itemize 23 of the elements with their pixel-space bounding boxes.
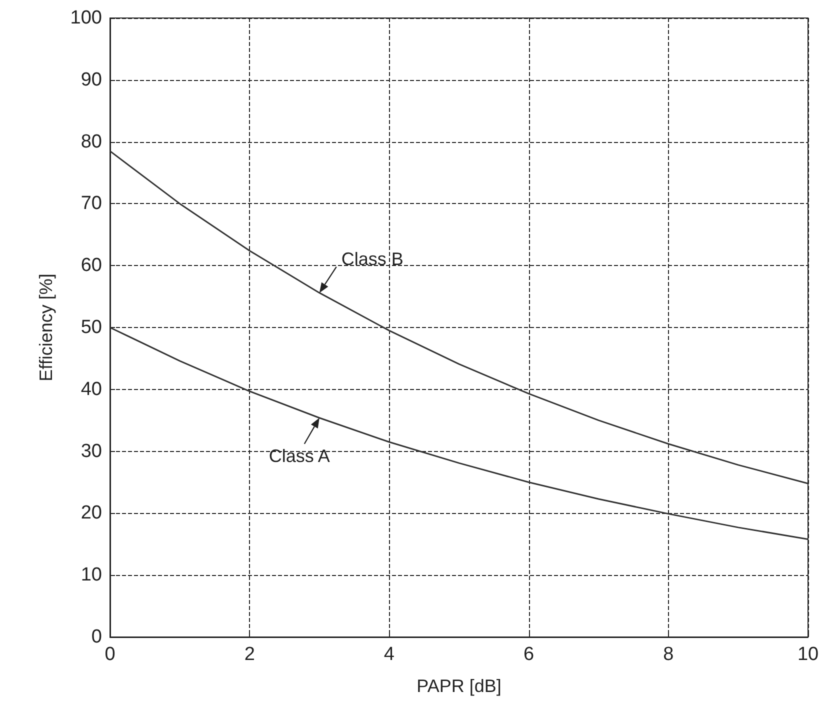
x-tick-label: 10 <box>797 644 819 665</box>
x-axis-title: PAPR [dB] <box>416 676 502 696</box>
x-tick-label: 2 <box>244 644 255 665</box>
x-tick-label: 8 <box>663 644 674 665</box>
y-axis-title: Efficiency [%] <box>36 274 56 382</box>
line-series <box>109 326 809 540</box>
y-tick-label: 60 <box>80 255 102 276</box>
x-tick-label: 0 <box>104 644 116 665</box>
y-tick-label: 70 <box>80 193 102 214</box>
y-tick-label: 100 <box>70 8 102 28</box>
y-tick-label: 10 <box>80 564 102 586</box>
y-tick-label: 40 <box>80 378 102 400</box>
y-tick-label: 90 <box>80 69 102 90</box>
x-tick-label: 6 <box>524 644 534 665</box>
y-tick-label: 50 <box>80 317 102 338</box>
y-tick-label: 0 <box>91 626 102 648</box>
y-tick-label: 20 <box>80 502 102 524</box>
x-tick-label: 4 <box>384 644 395 665</box>
y-tick-label: 80 <box>80 131 102 152</box>
line-series <box>109 150 809 484</box>
y-tick-label: 30 <box>80 440 102 462</box>
series-label: Class A <box>268 446 330 466</box>
series-label: Class B <box>341 248 404 269</box>
